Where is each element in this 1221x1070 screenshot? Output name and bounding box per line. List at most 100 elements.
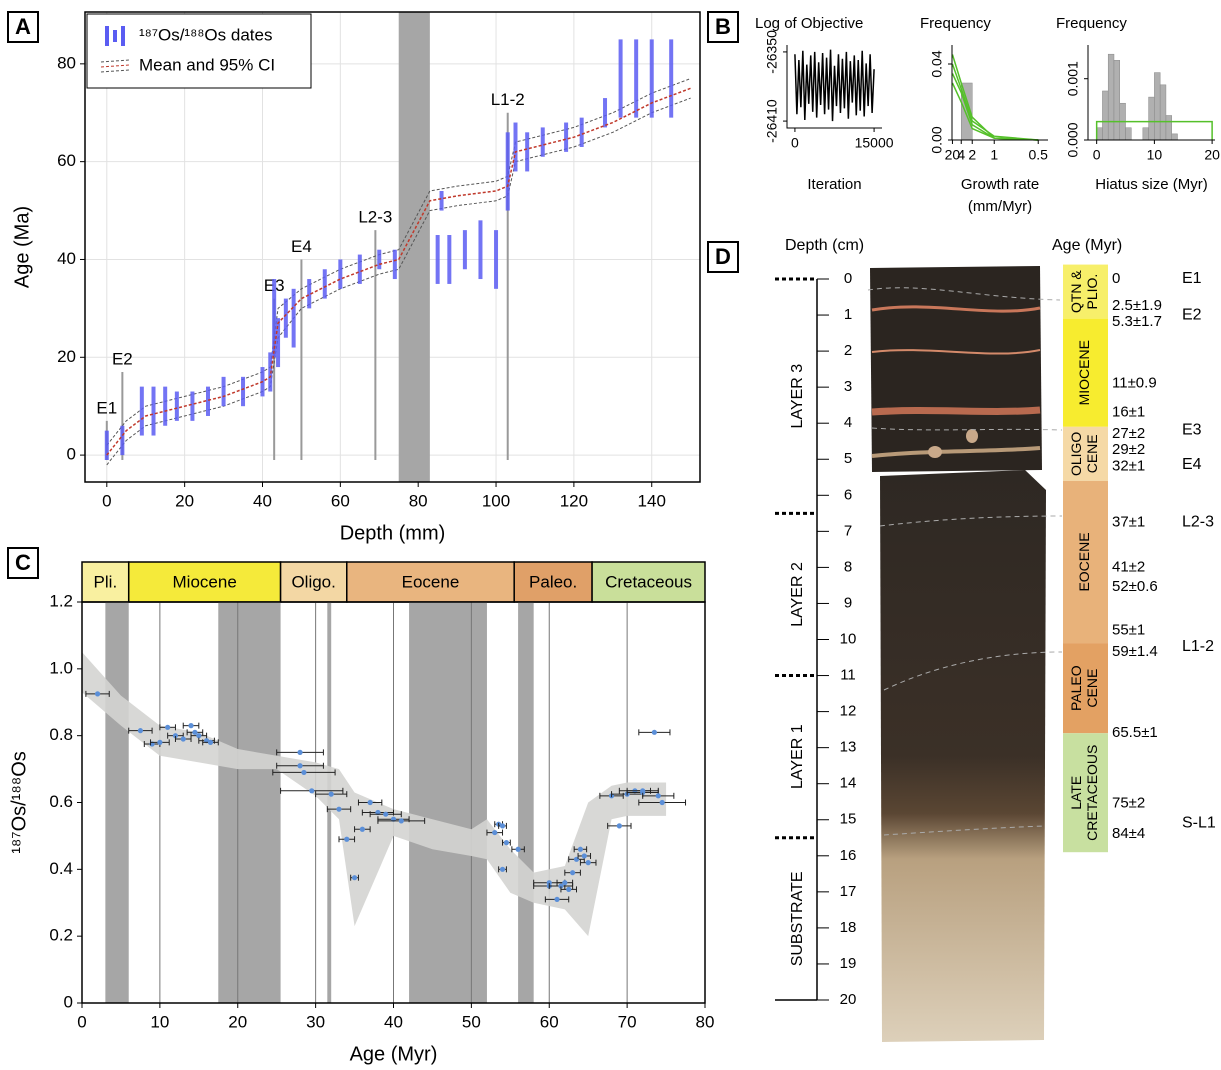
core-nodule — [966, 429, 978, 443]
x-axis-title: Depth (mm) — [340, 522, 446, 544]
y-tick-label: 60 — [57, 151, 76, 170]
marker-label: L2-3 — [358, 208, 392, 227]
epoch-label: Oligo. — [291, 572, 335, 591]
epoch-label: CRETACEOUS — [1084, 745, 1100, 841]
data-point — [617, 823, 622, 828]
histogram-bar — [1166, 115, 1172, 140]
data-point — [196, 733, 201, 738]
data-point — [95, 691, 100, 696]
x-tick-label: 1 — [990, 147, 998, 163]
event-label: E1 — [1182, 270, 1202, 287]
y-tick-label: 0 — [67, 445, 76, 464]
epoch-label: QTN & — [1068, 270, 1084, 313]
layer-label: LAYER 3 — [789, 364, 806, 429]
y-axis-title: ¹⁸⁷Os/¹⁸⁸Os — [8, 751, 30, 854]
data-point — [570, 870, 575, 875]
layer-label: LAYER 2 — [789, 562, 806, 627]
y-tick-label: 0 — [64, 992, 73, 1011]
age-label: 75±2 — [1112, 794, 1145, 811]
data-point — [344, 837, 349, 842]
os-date — [206, 387, 210, 416]
data-point — [297, 750, 302, 755]
os-date — [222, 377, 226, 406]
data-point — [352, 875, 357, 880]
age-label: 37±1 — [1112, 513, 1145, 530]
panel-title: Log of Objective — [755, 15, 863, 32]
histogram-bar — [1126, 128, 1132, 140]
y-tick-label: 0.000 — [1065, 122, 1081, 157]
y-tick-label: 0.8 — [49, 725, 73, 744]
epoch-label: LATE — [1068, 776, 1084, 810]
data-point — [208, 740, 213, 745]
legend-label: ¹⁸⁷Os/¹⁸⁸Os dates — [139, 25, 272, 44]
y-tick-label: -26410 — [764, 99, 780, 143]
x-tick-label: 0 — [1093, 147, 1101, 163]
age-label: 55±1 — [1112, 621, 1145, 638]
x-tick-label: 40 — [384, 1012, 403, 1031]
data-point — [578, 847, 583, 852]
marker-label: E1 — [96, 398, 117, 417]
data-point — [329, 792, 334, 797]
epoch-label: EOCENE — [1076, 532, 1092, 591]
histogram-bar — [1143, 128, 1149, 140]
marker-label: E4 — [291, 237, 312, 256]
core-photo — [868, 266, 1062, 1042]
depth-tick-label: 18 — [840, 919, 857, 936]
histogram-bar — [1102, 91, 1108, 140]
core-nodule — [928, 446, 942, 458]
histogram-bar — [1149, 97, 1155, 140]
age-label: 29±2 — [1112, 441, 1145, 458]
data-point — [500, 867, 505, 872]
age-label: 27±2 — [1112, 425, 1145, 442]
os-date — [175, 392, 179, 421]
data-point — [309, 788, 314, 793]
x-tick-label: 60 — [540, 1012, 559, 1031]
depth-tick-label: 12 — [840, 703, 857, 720]
panel-title: Frequency — [920, 15, 991, 32]
depth-tick-label: 7 — [844, 522, 852, 539]
x-tick-label: 20 — [1204, 147, 1220, 163]
data-point — [383, 812, 388, 817]
age-label: 84±4 — [1112, 825, 1145, 842]
y-axis-title: Age (Ma) — [11, 206, 33, 288]
y-tick-label: 1.0 — [49, 658, 73, 677]
epoch-label: PLIO. — [1084, 274, 1100, 310]
depth-tick-label: 16 — [840, 847, 857, 864]
depth-tick-label: 1 — [844, 306, 852, 323]
os-date — [284, 299, 288, 338]
legend-swatch — [113, 30, 117, 42]
panel-label: C — [15, 550, 31, 575]
depth-tick-label: 20 — [840, 991, 857, 1008]
os-date — [525, 132, 529, 171]
histogram-bar — [1097, 128, 1103, 140]
os-date — [514, 123, 518, 172]
data-point — [582, 853, 587, 858]
epoch-label: Paleo. — [529, 572, 577, 591]
data-point — [165, 725, 170, 730]
depth-tick-label: 9 — [844, 594, 852, 611]
data-point — [566, 887, 571, 892]
x-tick-label: 0 — [77, 1012, 86, 1031]
os-date — [447, 235, 451, 284]
depth-tick-label: 13 — [840, 739, 857, 756]
age-title: Age (Myr) — [1052, 237, 1122, 254]
core-lower-piece — [880, 470, 1046, 1042]
depth-tick-label: 14 — [840, 775, 857, 792]
os-date — [580, 118, 584, 147]
age-label: 0 — [1112, 270, 1120, 287]
layer-label: LAYER 1 — [789, 724, 806, 789]
data-point — [492, 830, 497, 835]
os-date — [564, 123, 568, 152]
os-date — [603, 98, 607, 127]
x-tick-label: 20 — [228, 1012, 247, 1031]
depth-tick-label: 15 — [840, 811, 857, 828]
y-tick-label: 1.2 — [49, 591, 73, 610]
epoch-label: CENE — [1084, 669, 1100, 708]
marker-label: L1-2 — [491, 90, 525, 109]
x-tick-label: 120 — [560, 491, 588, 510]
os-date — [619, 39, 623, 117]
os-date — [650, 39, 654, 117]
hiatus-band — [105, 602, 128, 1003]
y-tick-label: 80 — [57, 53, 76, 72]
legend-swatch — [121, 26, 125, 46]
